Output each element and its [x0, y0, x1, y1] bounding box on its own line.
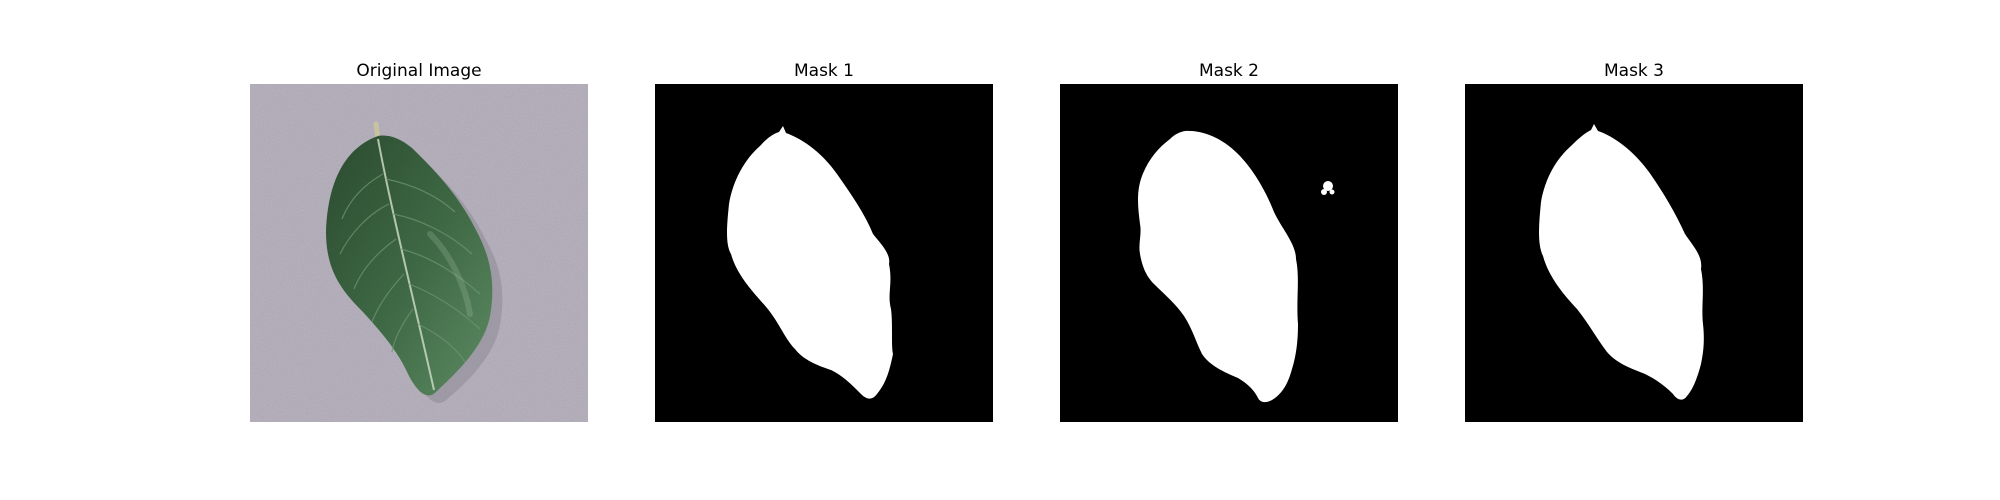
mask-leaf-shape	[727, 126, 893, 399]
leaf-photo	[250, 84, 588, 422]
panel-title: Mask 1	[793, 61, 854, 81]
panel-title: Mask 2	[1198, 61, 1259, 81]
panel-original-image: Original Image	[250, 60, 588, 422]
mask-image-2	[1060, 84, 1398, 422]
mask-speckle	[1321, 181, 1335, 195]
mask-image-1	[655, 84, 993, 422]
panel-mask-3: Mask 3	[1465, 60, 1803, 422]
mask-image-3	[1465, 84, 1803, 422]
panel-mask-1: Mask 1	[655, 60, 993, 422]
panel-title: Mask 3	[1603, 61, 1664, 81]
panel-title: Original Image	[356, 61, 482, 81]
panel-mask-2: Mask 2	[1060, 60, 1398, 422]
mask-leaf-shape	[1539, 124, 1704, 400]
mask-leaf-shape	[1138, 130, 1298, 403]
leaf-shape	[326, 135, 493, 396]
